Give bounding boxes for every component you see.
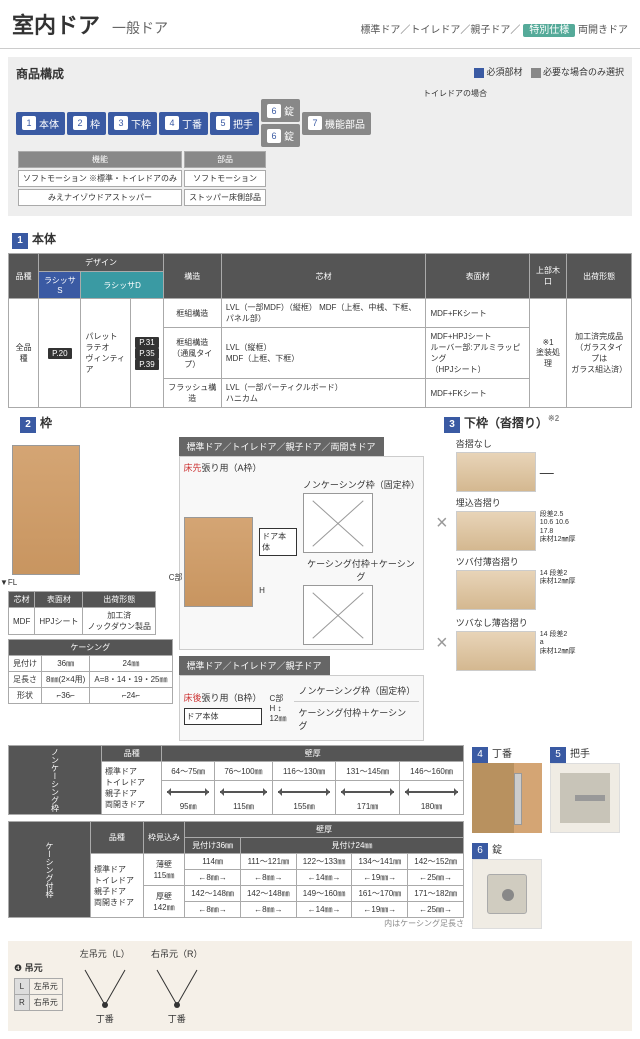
hinge-direction-section: ❹ 吊元 L左吊元 R右吊元 左吊元（L） 丁番 右吊元（R） 丁番 — [8, 941, 632, 1031]
door-illustration — [12, 445, 80, 575]
frame-tab-2: 標準ドア／トイレドア／親子ドア — [179, 656, 330, 675]
page-header: 室内ドア 一般ドア 標準ドア／トイレドア／親子ドア／ 特別仕様 両開きドア — [0, 0, 640, 49]
function-table: 機能部品 ソフトモーション ※標準・トイレドアのみソフトモーション みえナイゾウ… — [16, 149, 268, 208]
section-2-header: 2枠 — [8, 408, 64, 437]
floor-image-3 — [456, 570, 536, 610]
section-1-header: 1本体 — [0, 224, 68, 253]
legend-required-icon — [474, 68, 484, 78]
hinge-section: 4丁番 — [472, 745, 542, 833]
right-hinge-diagram — [147, 960, 207, 1010]
body-table: 品種 デザイン 構造 芯材 表面材 上部木口 出荷形態 ラシッサS ラシッサD … — [8, 253, 632, 408]
floor-image-1 — [456, 452, 536, 492]
wall-table-1: ノンケーシング枠品種壁厚 標準ドアトイレドア親子ドア両開きドア 64～75㎜76… — [8, 745, 464, 815]
flow-7: 7機能部品 — [302, 112, 371, 135]
hinge-image — [472, 763, 542, 833]
kosei-title: 商品構成 — [16, 65, 64, 82]
lock-section: 6錠 — [472, 841, 632, 929]
casing-table: ケーシング 見付け36㎜24㎜ 足長さ8㎜(2×4用)A=8・14・19・25㎜… — [8, 639, 173, 704]
handle-image — [560, 773, 610, 823]
frame-diagram-kc — [303, 585, 373, 645]
legend-optional-icon — [531, 68, 541, 78]
flow-6b: 6錠 — [261, 124, 300, 147]
page-title: 室内ドア — [12, 8, 100, 40]
flow-6a: 6錠 — [261, 99, 300, 122]
x-icon: × — [432, 632, 452, 655]
toilet-note: トイレドアの場合 — [286, 88, 624, 99]
lock-image — [487, 874, 527, 914]
floor-image-2 — [456, 511, 536, 551]
special-badge: 特別仕様 — [523, 24, 575, 37]
flow-2: 2枠 — [67, 112, 106, 135]
door-types: 標準ドア／トイレドア／親子ドア／ 特別仕様 両開きドア — [360, 21, 628, 36]
material-table: 芯材表面材出荷形態 MDFHPJシート加工済 ノックダウン製品 — [8, 591, 156, 635]
door-detail — [184, 517, 254, 607]
frame-tab-1: 標準ドア／トイレドア／親子ドア／両開きドア — [179, 437, 384, 456]
page-link[interactable]: P.20 — [48, 348, 71, 359]
x-icon: × — [432, 512, 452, 535]
flow-1: 1本体 — [16, 112, 65, 135]
page-subtitle: 一般ドア — [112, 18, 168, 38]
legend: 必須部材 必要な場合のみ選択 — [468, 65, 624, 82]
wall-table-2: ケーシング付枠品種枠見込み壁厚 見付け36㎜見付け24㎜ 標準ドアトイレドア親子… — [8, 821, 464, 918]
frame-diagram-nc — [303, 493, 373, 553]
section-3-header: 3下枠（沓摺り） ※2 — [432, 408, 571, 437]
handle-section: 5把手 — [550, 745, 620, 833]
flow-diagram: 1本体 2枠 3下枠 4丁番 5把手 6錠 6錠 7機能部品 機能部品 ソフトモ… — [16, 99, 624, 208]
floor-image-4 — [456, 631, 536, 671]
flow-5: 5把手 — [210, 112, 259, 135]
product-composition: 商品構成 必須部材 必要な場合のみ選択 トイレドアの場合 1本体 2枠 3下枠 … — [8, 57, 632, 216]
left-hinge-diagram — [75, 960, 135, 1010]
flow-3: 3下枠 — [108, 112, 157, 135]
flow-4: 4丁番 — [159, 112, 208, 135]
